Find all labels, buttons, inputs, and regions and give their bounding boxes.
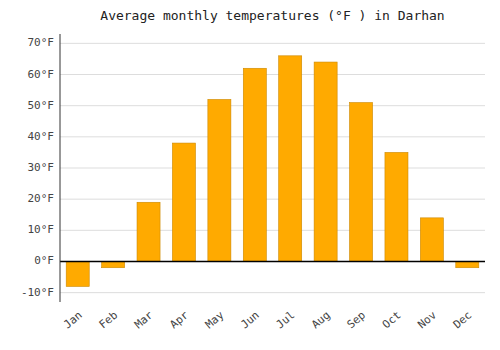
x-tick-label: Mar bbox=[132, 308, 156, 331]
y-tick-label: 30°F bbox=[28, 161, 55, 174]
bar bbox=[279, 56, 302, 262]
bar bbox=[314, 62, 337, 261]
title: Average monthly temperatures (°F ) in Da… bbox=[100, 8, 444, 23]
y-tick-label: 0°F bbox=[34, 254, 54, 267]
y-tick-label: 50°F bbox=[28, 99, 55, 112]
x-tick-label: Sep bbox=[345, 308, 369, 331]
x-tick-label: Aug bbox=[309, 308, 333, 331]
bar bbox=[137, 202, 160, 261]
grid-line bbox=[60, 292, 485, 293]
bar bbox=[66, 261, 89, 286]
grid-line bbox=[60, 105, 485, 106]
x-tick-label: May bbox=[203, 308, 227, 331]
x-tick-label: Jan bbox=[61, 308, 85, 331]
bar bbox=[350, 103, 373, 262]
grid bbox=[60, 43, 485, 292]
grid-line bbox=[60, 199, 485, 200]
bars bbox=[66, 56, 479, 287]
bar bbox=[456, 261, 479, 267]
grid-line bbox=[60, 74, 485, 75]
x-tick-label: Oct bbox=[380, 308, 404, 331]
chart: Average monthly temperatures (°F ) in Da… bbox=[0, 0, 500, 350]
grid-line bbox=[60, 261, 485, 262]
bar bbox=[420, 218, 443, 262]
bar bbox=[385, 152, 408, 261]
zero-line bbox=[60, 261, 485, 263]
bar bbox=[102, 261, 125, 267]
grid-line bbox=[60, 43, 485, 44]
x-tick-label: Apr bbox=[167, 308, 191, 331]
y-tick-label: -10°F bbox=[21, 286, 54, 299]
x-tick-label: Jun bbox=[238, 308, 262, 331]
x-tick-label: Feb bbox=[97, 308, 121, 331]
bar bbox=[243, 68, 266, 261]
grid-line bbox=[60, 136, 485, 137]
y-axis-line bbox=[60, 34, 61, 302]
y-tick-label: 40°F bbox=[28, 130, 55, 143]
grid-line bbox=[60, 168, 485, 169]
y-tick-label: 70°F bbox=[28, 36, 55, 49]
y-tick-label: 10°F bbox=[28, 223, 55, 236]
x-tick-label: Dec bbox=[451, 308, 475, 331]
bar bbox=[172, 143, 195, 261]
bar bbox=[208, 99, 231, 261]
y-tick-label: 20°F bbox=[28, 192, 55, 205]
x-tick-label: Jul bbox=[274, 308, 298, 331]
y-tick-label: 60°F bbox=[28, 68, 55, 81]
x-tick-label: Nov bbox=[415, 308, 439, 331]
